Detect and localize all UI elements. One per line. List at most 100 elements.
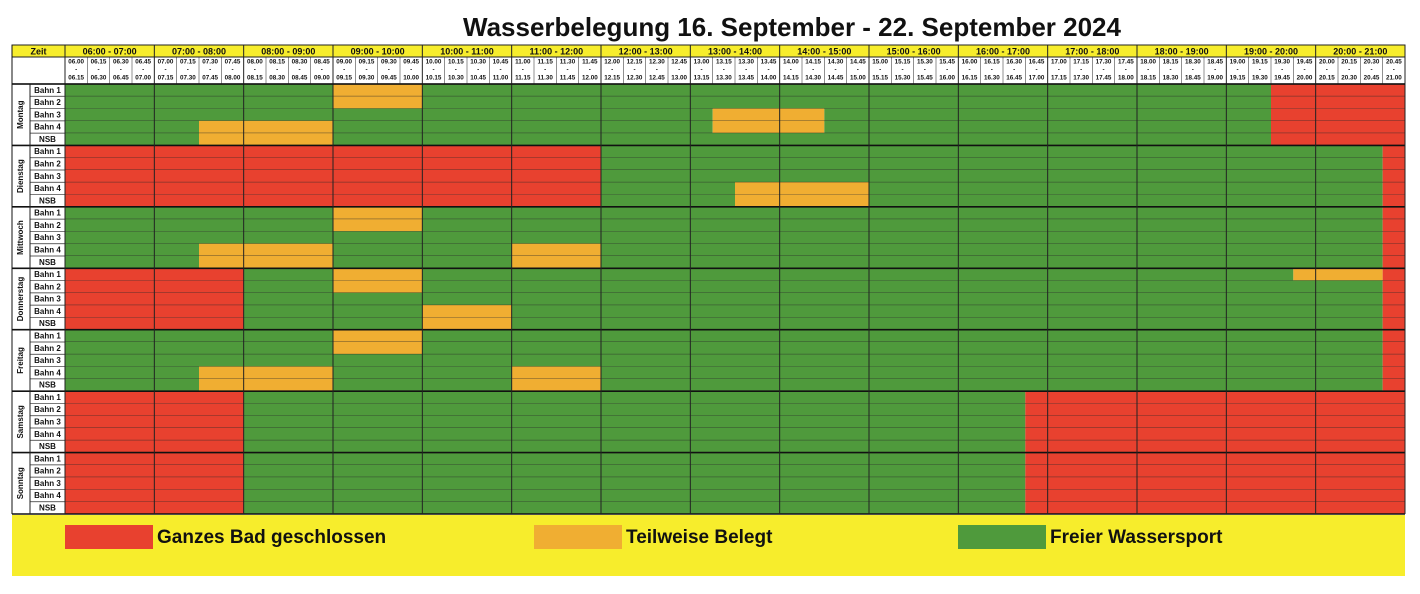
slot-separator: -	[678, 67, 680, 74]
slot-from: 11.15	[537, 59, 553, 66]
slot-from: 13.30	[738, 59, 754, 66]
slot-from: 18.00	[1140, 59, 1156, 66]
slot-to: 15.45	[917, 75, 933, 82]
hour-label: 10:00 - 11:00	[440, 46, 494, 56]
hour-label: 15:00 - 16:00	[887, 46, 941, 56]
lane-segment	[1382, 219, 1405, 232]
slot-from: 08.45	[314, 59, 330, 66]
slot-to: 15.15	[872, 75, 888, 82]
slot-separator: -	[968, 67, 970, 74]
lane-segment	[1382, 157, 1405, 170]
hour-label: 20:00 - 21:00	[1333, 46, 1387, 56]
slot-to: 14.15	[783, 75, 799, 82]
slot-to: 14.30	[805, 75, 821, 82]
slot-from: 16.00	[962, 59, 978, 66]
lane-segment	[1382, 354, 1405, 367]
lane-segment	[511, 317, 1383, 330]
lane-segment	[199, 243, 333, 256]
slot-from: 20.45	[1386, 59, 1402, 66]
slot-separator: -	[1192, 67, 1194, 74]
lane-label: Bahn 2	[34, 282, 61, 291]
slot-from: 09.00	[336, 59, 352, 66]
slot-to: 18.45	[1185, 75, 1201, 82]
lane-segment	[422, 317, 512, 330]
lane-segment	[1025, 501, 1405, 514]
hour-label: 14:00 - 15:00	[797, 46, 851, 56]
slot-separator: -	[656, 67, 658, 74]
slot-separator: -	[857, 67, 859, 74]
slot-separator: -	[231, 67, 233, 74]
slot-to: 08.30	[269, 75, 285, 82]
lane-segment	[333, 120, 713, 134]
lane-segment	[65, 366, 199, 379]
slot-from: 20.00	[1319, 59, 1335, 66]
slot-separator: -	[1281, 67, 1283, 74]
lane-segment	[65, 96, 333, 109]
slot-separator: -	[164, 67, 166, 74]
slot-to: 09.45	[381, 75, 397, 82]
lane-segment	[601, 194, 735, 207]
slot-separator: -	[1326, 67, 1328, 74]
lane-label: Bahn 1	[34, 209, 61, 218]
slot-to: 10.30	[448, 75, 464, 82]
lane-segment	[65, 329, 333, 342]
slot-to: 12.15	[604, 75, 620, 82]
slot-to: 07.30	[180, 75, 196, 82]
lane-segment	[1382, 182, 1405, 195]
slot-to: 11.00	[493, 75, 509, 82]
lane-segment	[65, 243, 199, 256]
slot-from: 11.45	[582, 59, 598, 66]
slot-separator: -	[790, 67, 792, 74]
lane-segment	[511, 378, 601, 392]
lane-label: Bahn 3	[34, 295, 61, 304]
slot-to: 20.45	[1364, 75, 1380, 82]
day-label: Donnerstag	[16, 277, 25, 322]
slot-to: 18.30	[1163, 75, 1179, 82]
lane-segment	[601, 366, 1383, 379]
slot-separator: -	[745, 67, 747, 74]
slot-from: 07.15	[180, 59, 196, 66]
slot-separator: -	[633, 67, 635, 74]
lane-segment	[65, 354, 1383, 367]
slot-to: 13.15	[694, 75, 710, 82]
lane-segment	[199, 120, 333, 134]
slot-to: 19.45	[1274, 75, 1290, 82]
slot-separator: -	[1058, 67, 1060, 74]
lane-label: Bahn 1	[34, 331, 61, 340]
lane-segment	[1382, 170, 1405, 183]
slot-to: 12.45	[649, 75, 665, 82]
lane-segment	[511, 305, 1383, 318]
slot-separator: -	[97, 67, 99, 74]
slot-separator: -	[1303, 67, 1305, 74]
slot-to: 06.45	[113, 75, 129, 82]
slot-from: 06.00	[68, 59, 84, 66]
lane-segment	[333, 342, 423, 355]
lane-label: NSB	[39, 135, 56, 144]
day-label: Samstag	[16, 405, 25, 438]
lane-segment	[243, 464, 1026, 478]
slot-to: 10.15	[426, 75, 442, 82]
lane-segment	[243, 501, 1026, 514]
lane-segment	[199, 378, 333, 392]
slot-from: 13.00	[694, 59, 710, 66]
slot-from: 15.15	[895, 59, 911, 66]
slot-from: 07.00	[158, 59, 174, 66]
slot-to: 17.00	[1029, 75, 1045, 82]
lane-segment	[1382, 366, 1405, 379]
lane-segment	[199, 366, 333, 379]
lane-segment	[243, 440, 1026, 453]
slot-separator: -	[455, 67, 457, 74]
lane-segment	[1271, 133, 1405, 146]
slot-to: 17.45	[1096, 75, 1112, 82]
lane-segment	[1382, 206, 1405, 220]
lane-label: Bahn 4	[34, 123, 61, 132]
slot-from: 08.30	[292, 59, 308, 66]
day-label: Montag	[16, 100, 25, 129]
lane-segment	[422, 96, 1271, 109]
lane-segment	[243, 489, 1026, 502]
slot-to: 19.30	[1252, 75, 1268, 82]
lane-label: Bahn 1	[34, 270, 61, 279]
slot-separator: -	[120, 67, 122, 74]
slot-from: 17.00	[1051, 59, 1067, 66]
lane-segment	[601, 256, 1383, 269]
